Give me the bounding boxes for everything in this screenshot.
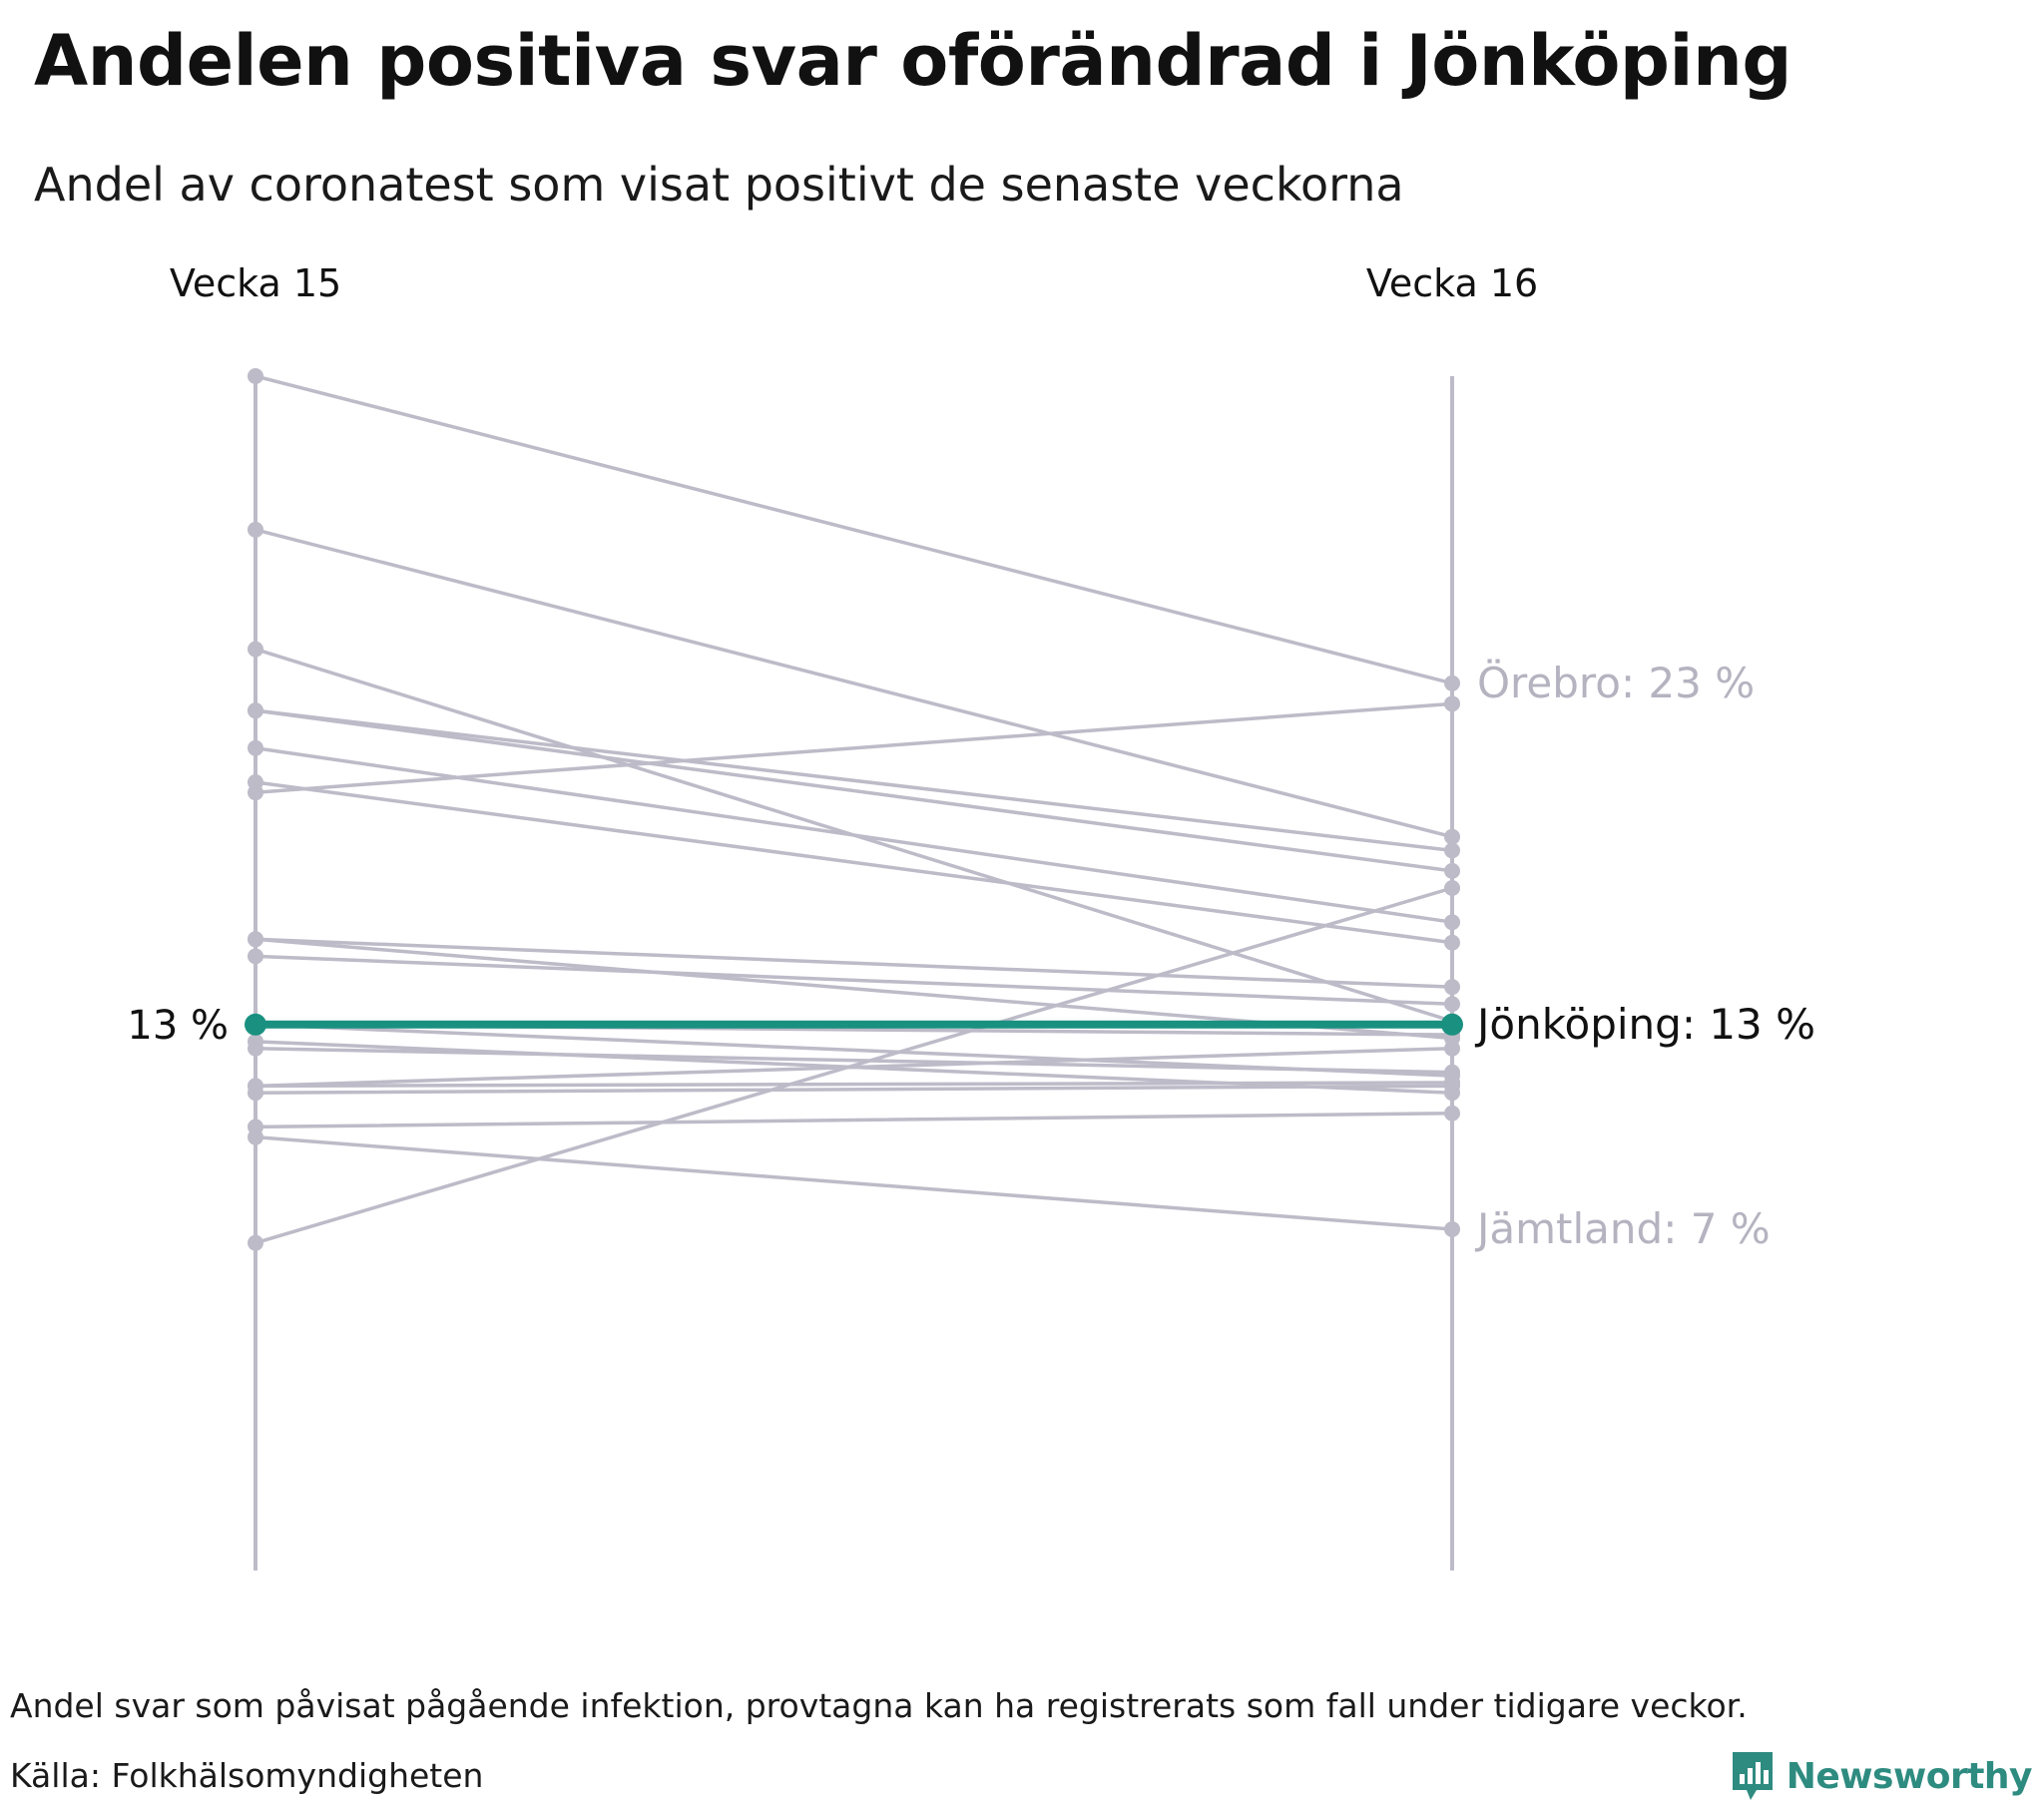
region-6-point-week-16 bbox=[1444, 934, 1460, 951]
region-19-point-week-16 bbox=[1444, 1085, 1460, 1102]
region-9-line bbox=[254, 954, 1454, 1007]
region-1-line bbox=[254, 528, 1454, 839]
source-text: Källa: Folkhälsomyndigheten bbox=[10, 1756, 484, 1795]
highlight-start-label: 13 % bbox=[127, 1003, 229, 1049]
region-5-line bbox=[254, 746, 1454, 924]
slope-chart: Vecka 15 Vecka 16 13 % Jönköping: 13 % Ö… bbox=[127, 261, 1815, 1571]
region-5-point-week-16 bbox=[1444, 914, 1460, 931]
region-15-point-week-16 bbox=[1444, 880, 1460, 896]
region-3-point-week-16 bbox=[1444, 862, 1460, 879]
x-axis-label-week-15: Vecka 15 bbox=[170, 261, 341, 305]
jonkoping-point-week-15 bbox=[245, 1013, 266, 1036]
newsworthy-logo-icon bbox=[1732, 1752, 1773, 1800]
region-14-line bbox=[254, 1111, 1454, 1129]
chart-title: Andelen positiva svar oförändrad i Jönkö… bbox=[34, 20, 1791, 102]
other-series-group bbox=[248, 521, 1460, 1251]
rebro-point-week-16 bbox=[1444, 675, 1460, 691]
region-7-point-week-16 bbox=[1444, 695, 1460, 712]
region-5-point-week-15 bbox=[248, 739, 263, 756]
jmtland-point-week-16 bbox=[1444, 1221, 1460, 1237]
region-8-line bbox=[254, 937, 1454, 989]
labelled-series-group bbox=[248, 368, 1460, 1237]
region-7-line bbox=[254, 701, 1454, 794]
region-7-point-week-15 bbox=[248, 784, 263, 801]
region-9-point-week-15 bbox=[248, 948, 263, 965]
region-15-point-week-15 bbox=[248, 1234, 263, 1251]
jonkoping-point-week-16 bbox=[1441, 1013, 1463, 1036]
region-13-line bbox=[254, 1084, 1454, 1095]
region-19-point-week-15 bbox=[248, 1033, 263, 1050]
region-9-point-week-16 bbox=[1444, 996, 1460, 1013]
region-14-point-week-16 bbox=[1444, 1105, 1460, 1122]
region-18-point-week-15 bbox=[248, 1078, 263, 1095]
brand-logo: Newsworthy bbox=[1729, 1750, 2033, 1802]
brand-name: Newsworthy bbox=[1786, 1755, 2033, 1797]
footnote: Andel svar som påvisat pågående infektio… bbox=[10, 1686, 1748, 1725]
region-4-point-week-16 bbox=[1444, 842, 1460, 859]
region-6-line bbox=[254, 780, 1454, 945]
region-2-point-week-15 bbox=[248, 641, 263, 658]
highlight-end-label: Jönköping: 13 % bbox=[1474, 1000, 1815, 1049]
jmtland-point-week-15 bbox=[248, 1128, 263, 1145]
x-axis-label-week-16: Vecka 16 bbox=[1366, 261, 1538, 305]
jamtland-end-label: Jämtland: 7 % bbox=[1474, 1204, 1771, 1253]
region-17-line bbox=[254, 1023, 1454, 1078]
region-3-line bbox=[254, 708, 1454, 873]
region-16-point-week-15 bbox=[248, 931, 263, 948]
orebro-end-label: Örebro: 23 % bbox=[1477, 658, 1755, 707]
region-8-point-week-16 bbox=[1444, 979, 1460, 996]
jmtland-line bbox=[254, 1134, 1454, 1231]
rebro-line bbox=[254, 374, 1454, 685]
chart-subtitle: Andel av coronatest som visat positivt d… bbox=[34, 158, 1404, 212]
region-4-point-week-15 bbox=[248, 702, 263, 719]
region-19-line bbox=[254, 1040, 1454, 1095]
rebro-point-week-15 bbox=[248, 368, 263, 384]
region-4-line bbox=[254, 708, 1454, 853]
region-1-point-week-16 bbox=[1444, 828, 1460, 845]
region-1-point-week-15 bbox=[248, 521, 263, 538]
highlight-series-group bbox=[245, 1013, 1463, 1036]
